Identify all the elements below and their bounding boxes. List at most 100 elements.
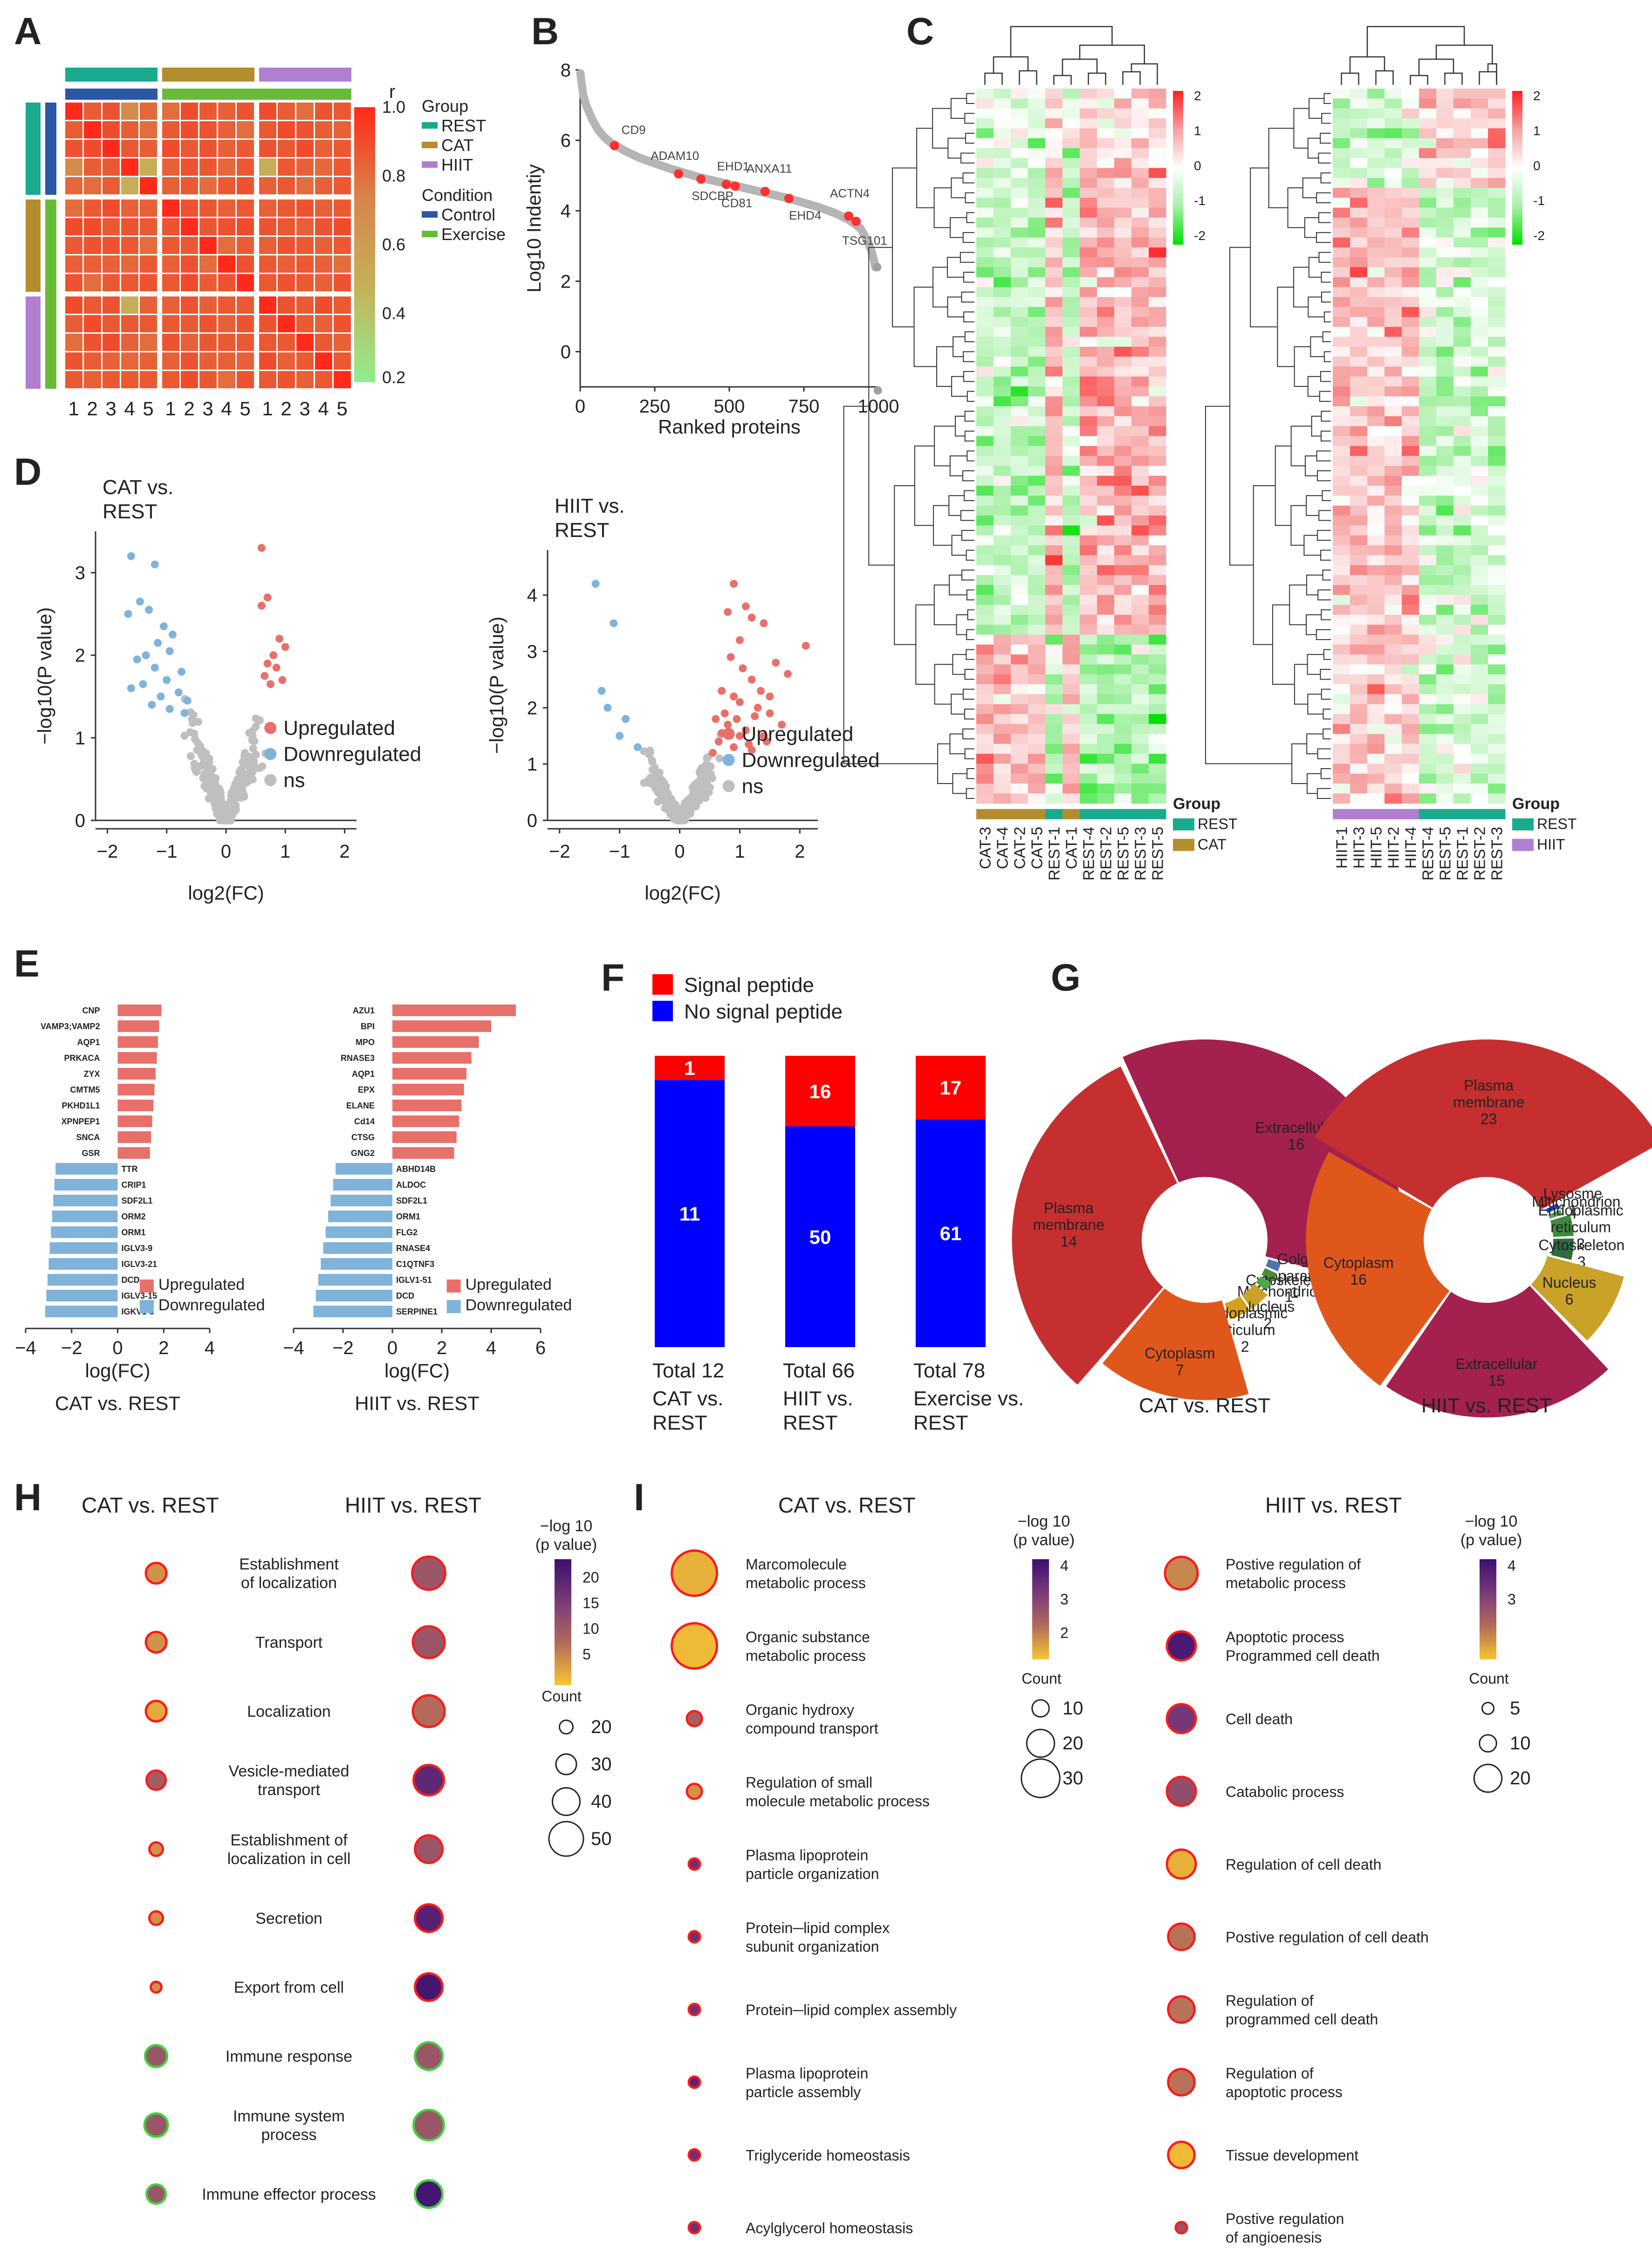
- heatmap-cell: [1114, 793, 1132, 804]
- heatmap-cell: [1011, 327, 1028, 337]
- heatmap-cell: [1028, 168, 1046, 179]
- heatmap-cell: [1097, 446, 1115, 456]
- heatmap-cell: [1131, 535, 1149, 546]
- column-label: 3: [299, 398, 310, 420]
- heatmap-cell: [1045, 565, 1063, 576]
- heatmap-cell: [1350, 158, 1368, 168]
- heatmap-cell: [976, 386, 994, 397]
- heatmap-cell: [1062, 704, 1080, 715]
- heatmap-cell: [976, 466, 994, 476]
- term-label: subunit organization: [746, 1938, 879, 1955]
- row-group-bar: [26, 103, 41, 195]
- heatmap-cell: [1367, 743, 1385, 754]
- heatmap-cell: [199, 371, 217, 388]
- heatmap-cell: [1453, 118, 1471, 129]
- ns-point: [672, 812, 681, 820]
- heatmap-cell: [1062, 654, 1080, 665]
- heatmap-cell: [259, 352, 276, 370]
- heatmap-cell: [1149, 654, 1166, 665]
- heatmap-cell: [65, 315, 82, 332]
- heatmap-cell: [1385, 486, 1402, 496]
- ns-point: [212, 801, 220, 810]
- heatmap-cell: [1114, 495, 1132, 506]
- gene-label: ELANE: [346, 1101, 375, 1110]
- heatmap-cell: [1402, 585, 1419, 595]
- dendrogram-branch: [936, 346, 953, 387]
- legend-label: Downregulated: [466, 1296, 572, 1314]
- heatmap-cell: [1333, 773, 1350, 784]
- dendrogram-branch: [1289, 585, 1307, 626]
- heatmap-cell: [1011, 605, 1028, 615]
- heatmap-cell: [1045, 555, 1063, 565]
- heatmap-cell: [259, 218, 276, 235]
- enrichment-dot: [412, 2109, 445, 2141]
- heatmap-cell: [1131, 307, 1149, 317]
- legend-swatch: [446, 1280, 461, 1293]
- heatmap-cell: [1419, 466, 1437, 476]
- dendrogram-branch: [964, 748, 974, 759]
- bar-value-label: 11: [679, 1203, 700, 1225]
- heatmap-cell: [1028, 287, 1046, 297]
- upregulated-point: [802, 641, 810, 650]
- x-tick-label: −2: [97, 841, 118, 862]
- panel-letter-F: F: [601, 956, 624, 999]
- colorbar-tick: 3: [1060, 1591, 1069, 1608]
- heatmap-cell: [65, 177, 82, 194]
- heatmap-cell: [296, 200, 314, 217]
- heatmap-cell: [1471, 634, 1488, 645]
- heatmap-cell: [976, 158, 994, 168]
- heatmap-cell: [1045, 217, 1063, 228]
- heatmap-cell: [1453, 694, 1471, 705]
- heatmap-cell: [121, 255, 138, 273]
- heatmap-cell: [1011, 495, 1028, 506]
- category-label: HIIT vs.: [783, 1387, 853, 1410]
- heatmap-cell: [278, 315, 295, 332]
- heatmap-cell: [994, 237, 1011, 248]
- protein-label: EHD1: [717, 159, 749, 173]
- heatmap-cell: [1350, 486, 1368, 496]
- dendrogram-branch: [1307, 694, 1323, 715]
- rose-slice: [1242, 1284, 1268, 1309]
- heatmap-cell: [1045, 366, 1063, 377]
- ns-point: [186, 752, 195, 760]
- legend-swatch: [652, 1001, 673, 1021]
- column-label: 4: [318, 398, 329, 420]
- term-label: Localization: [247, 1703, 331, 1720]
- heatmap-cell: [1350, 178, 1368, 188]
- enrichment-dot: [1167, 1995, 1196, 2024]
- heatmap-cell: [1062, 555, 1080, 565]
- enrichment-dot: [687, 1857, 701, 1871]
- heatmap-cell: [140, 237, 157, 254]
- slice-count: 16: [1288, 1136, 1304, 1153]
- heatmap-cell: [1385, 247, 1402, 258]
- heatmap-cell: [1149, 297, 1166, 308]
- heatmap-cell: [994, 555, 1011, 565]
- total-label: Total 78: [913, 1359, 985, 1382]
- heatmap-cell: [1149, 634, 1166, 645]
- heatmap-cell: [181, 255, 198, 273]
- downregulated-point: [165, 647, 174, 655]
- heatmap-cell: [976, 426, 994, 436]
- heatmap-cell: [1028, 605, 1046, 615]
- heatmap-cell: [1453, 128, 1471, 138]
- heatmap-cell: [1097, 158, 1115, 168]
- ns-point: [233, 790, 241, 798]
- heatmap-cell: [994, 743, 1011, 754]
- dendrogram-branch: [1275, 445, 1291, 526]
- legend-swatch: [422, 161, 438, 168]
- heatmap-cell: [278, 352, 295, 370]
- heatmap-cell: [994, 297, 1011, 308]
- heatmap-cell: [1333, 754, 1350, 764]
- heatmap-cell: [1097, 297, 1115, 308]
- dendrogram-branch: [1272, 604, 1295, 685]
- heatmap-cell: [1149, 605, 1166, 615]
- term-label: Plasma lipoprotein: [746, 1847, 868, 1864]
- heatmap-cell: [1097, 406, 1115, 417]
- downregulated-point: [127, 684, 135, 693]
- heatmap-cell: [1114, 426, 1132, 436]
- heatmap-cell: [1488, 277, 1506, 288]
- heatmap-cell: [278, 218, 295, 235]
- upregulated-point: [263, 659, 272, 667]
- column-dendrogram: [1341, 26, 1497, 85]
- heatmap-cell: [1419, 227, 1437, 238]
